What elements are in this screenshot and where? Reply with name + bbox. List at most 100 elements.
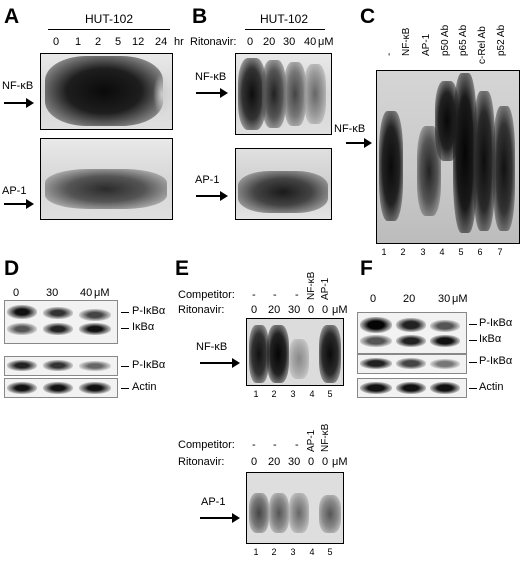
panel-f-unit: μM	[452, 293, 468, 305]
panel-c-header-3: AP-1	[421, 33, 432, 56]
panel-b-nfkb-gel	[235, 53, 332, 135]
panel-a-nfkb-gel	[40, 53, 173, 130]
panel-a-time-0: 0	[53, 36, 60, 48]
panel-d-label-ikba: IκBα	[132, 321, 155, 333]
panel-b-label: B	[192, 5, 208, 28]
panel-a-ap1-arrow	[4, 199, 34, 209]
panel-e-top-ritonavir-label: Ritonavir:	[178, 304, 225, 316]
panel-b-dose-1: 20	[263, 36, 276, 48]
panel-e-bottom-lane-1: 1	[253, 547, 259, 557]
panel-e-bottom-dose-3: 30	[288, 456, 301, 468]
panel-f-dash-1	[469, 324, 477, 325]
panel-c-header-4: p50 Ab	[440, 24, 451, 56]
panel-c-lane-5: 5	[458, 247, 464, 257]
panel-a-time-5: 24	[155, 36, 168, 48]
panel-a-time-2: 2	[95, 36, 102, 48]
panel-a-header-rule	[48, 29, 170, 30]
panel-e-bottom-lane-4: 4	[309, 547, 315, 557]
panel-f-dash-3	[469, 362, 477, 363]
panel-f-label-actin: Actin	[479, 381, 504, 393]
panel-e-bottom-unit: μM	[332, 456, 348, 468]
panel-c-nfkb-label: NF-κB	[334, 123, 366, 135]
panel-e-top-comp-1: -	[252, 289, 256, 301]
panel-e-bottom-ritonavir-label: Ritonavir:	[178, 456, 225, 468]
panel-a-cell-line: HUT-102	[85, 12, 134, 26]
panel-e-bottom-lane-2: 2	[271, 547, 277, 557]
panel-e-top-lane-5: 5	[327, 389, 333, 399]
panel-e-label: E	[175, 257, 190, 280]
panel-d-label: D	[4, 257, 20, 280]
panel-b-ap1-gel	[235, 148, 332, 220]
panel-e-bottom-dose-4: 0	[308, 456, 315, 468]
panel-e-top-unit: μM	[332, 304, 348, 316]
panel-e-bottom-comp-4: AP-1	[306, 429, 317, 452]
panel-e-top-lane-1: 1	[253, 389, 259, 399]
panel-e-bottom-gel	[246, 472, 344, 544]
panel-e-bottom-comp-1: -	[252, 439, 256, 451]
panel-f-dose-2: 30	[438, 293, 451, 305]
panel-d-ikba-blot	[4, 300, 118, 344]
panel-a-ap1-label: AP-1	[2, 185, 27, 197]
panel-f-dash-2	[469, 340, 477, 341]
panel-d-dash-4	[121, 388, 129, 389]
panel-c-header-7: p52 Ab	[496, 24, 507, 56]
panel-e-top-dose-2: 20	[268, 304, 281, 316]
panel-f-label-ikba: IκBα	[479, 333, 502, 345]
panel-c-header-5: p65 Ab	[458, 24, 469, 56]
panel-d-dose-2: 40	[80, 287, 93, 299]
panel-e-top-comp-2: -	[273, 289, 277, 301]
panel-c-header-2: NF-κB	[401, 27, 412, 56]
panel-c-lane-7: 7	[497, 247, 503, 257]
panel-a-label: A	[4, 5, 20, 28]
panel-d-dash-2	[121, 328, 129, 329]
panel-c-gel	[376, 70, 520, 244]
panel-f-label: F	[360, 257, 373, 280]
panel-e-top-dose-4: 0	[308, 304, 315, 316]
panel-c-lane-1: 1	[381, 247, 387, 257]
panel-f-label-p-ikba-2: P-IκBα	[479, 355, 513, 367]
panel-d-dash-3	[121, 366, 129, 367]
panel-e-bottom-arrow	[200, 513, 240, 523]
panel-e-top-comp-4: NF-κB	[306, 271, 317, 300]
panel-a-time-4: 12	[132, 36, 145, 48]
panel-c-nfkb-arrow	[346, 138, 372, 148]
panel-d-dose-0: 0	[13, 287, 20, 299]
panel-d-dash-1	[121, 312, 129, 313]
panel-f-actin-blot	[357, 378, 467, 398]
panel-f-dose-0: 0	[370, 293, 377, 305]
panel-e-top-comp-5: AP-1	[320, 277, 331, 300]
panel-e-bottom-lane-3: 3	[290, 547, 296, 557]
panel-e-bottom-comp-3: -	[295, 439, 299, 451]
panel-e-bottom-comp-5: NF-κB	[320, 423, 331, 452]
panel-e-top-dose-1: 0	[251, 304, 258, 316]
panel-b-ritonavir-label: Ritonavir:	[190, 36, 237, 48]
panel-e-top-dose-3: 30	[288, 304, 301, 316]
panel-e-top-lane-3: 3	[290, 389, 296, 399]
panel-a-nfkb-label: NF-κB	[2, 80, 34, 92]
panel-a-nfkb-arrow	[4, 98, 34, 108]
panel-a-ap1-gel	[40, 138, 173, 220]
panel-e-bottom-band-label: AP-1	[201, 496, 226, 508]
panel-e-bottom-dose-2: 20	[268, 456, 281, 468]
panel-e-bottom-lane-5: 5	[327, 547, 333, 557]
panel-e-top-arrow	[200, 358, 240, 368]
panel-b-dose-0: 0	[247, 36, 254, 48]
panel-f-ikba-blot	[357, 312, 467, 354]
panel-c-header-1: -	[384, 52, 395, 56]
panel-b-header-rule	[245, 29, 325, 30]
panel-e-bottom-comp-2: -	[273, 439, 277, 451]
panel-d-label-p-ikba-2: P-IκBα	[132, 359, 166, 371]
panel-b-nfkb-label: NF-κB	[195, 71, 227, 83]
panel-e-top-gel	[246, 318, 344, 386]
panel-e-top-lane-4: 4	[309, 389, 315, 399]
panel-f-p-ikba-blot	[357, 354, 467, 374]
panel-c-lane-3: 3	[420, 247, 426, 257]
panel-f-label-p-ikba-1: P-IκBα	[479, 317, 513, 329]
panel-b-dose-2: 30	[283, 36, 296, 48]
panel-b-nfkb-arrow	[196, 88, 228, 98]
panel-e-top-band-label: NF-κB	[196, 341, 228, 353]
panel-a-unit: hr	[174, 36, 184, 48]
panel-c-label: C	[360, 5, 376, 28]
panel-b-unit: μM	[318, 36, 334, 48]
panel-e-top-lane-2: 2	[271, 389, 277, 399]
